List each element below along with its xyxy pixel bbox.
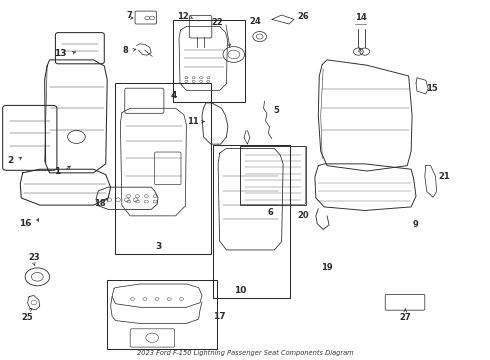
Text: 10: 10: [234, 286, 246, 295]
Bar: [240, 146, 306, 205]
Text: 2: 2: [8, 156, 14, 165]
Text: 27: 27: [399, 314, 411, 323]
Text: 25: 25: [22, 313, 33, 322]
Text: 2023 Ford F-150 Lightning Passenger Seat Components Diagram: 2023 Ford F-150 Lightning Passenger Seat…: [137, 350, 353, 356]
Text: 24: 24: [250, 17, 262, 26]
Bar: [213, 145, 291, 298]
Text: 12: 12: [177, 12, 189, 21]
Text: 20: 20: [297, 211, 309, 220]
Bar: [115, 83, 211, 253]
Text: 22: 22: [211, 18, 223, 27]
Text: 17: 17: [213, 312, 226, 321]
Text: 6: 6: [268, 208, 273, 217]
Text: 18: 18: [94, 199, 106, 208]
Text: 5: 5: [273, 105, 279, 114]
Text: 8: 8: [123, 46, 129, 55]
Text: 11: 11: [187, 117, 198, 126]
Text: 3: 3: [155, 242, 162, 251]
Text: 26: 26: [298, 12, 310, 21]
Text: 15: 15: [426, 84, 438, 93]
Bar: [107, 280, 217, 348]
Text: 23: 23: [28, 253, 40, 262]
Text: 21: 21: [438, 172, 450, 181]
Text: 16: 16: [20, 219, 32, 228]
Text: 1: 1: [54, 167, 60, 176]
Text: 13: 13: [54, 49, 67, 58]
Text: 19: 19: [321, 263, 333, 272]
Text: 9: 9: [413, 220, 418, 229]
Bar: [173, 20, 245, 102]
Text: 7: 7: [127, 11, 133, 20]
Text: 14: 14: [355, 13, 367, 22]
Text: 4: 4: [170, 91, 176, 100]
